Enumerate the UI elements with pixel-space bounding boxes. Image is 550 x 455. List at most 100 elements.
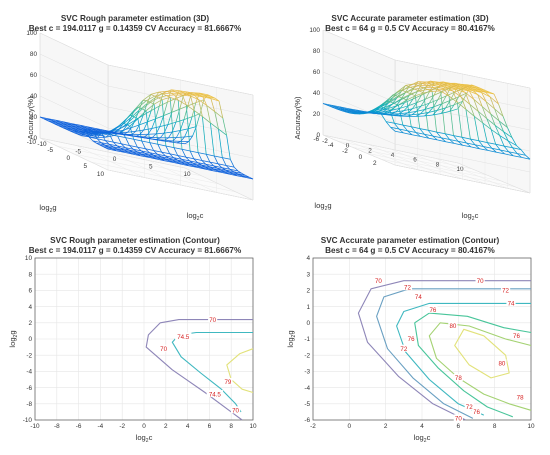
surface-segment [55, 123, 64, 127]
surface-segment [416, 105, 422, 112]
surface-segment [445, 141, 455, 144]
x-tick-label: 6 [208, 423, 212, 430]
surface-segment [206, 153, 215, 157]
surface-segment [155, 115, 164, 120]
surface-segment [416, 109, 425, 112]
contour-label-bg [206, 390, 224, 398]
surface-segment [416, 98, 426, 103]
surface-segment [391, 107, 401, 111]
surface-segment [453, 100, 463, 106]
surface-segment [478, 140, 488, 143]
y-gridline [351, 146, 487, 176]
surface-segment [403, 108, 413, 111]
y-tick-label: 3 [306, 271, 310, 278]
surface-segment [428, 137, 438, 141]
surface-segment [195, 99, 205, 104]
surface-segment [493, 93, 499, 105]
surface-segment [454, 88, 464, 93]
surface-segment [184, 163, 193, 166]
surface-segment [513, 155, 522, 158]
contour-label-bg [399, 344, 409, 352]
x-gridline [457, 88, 531, 194]
surface-segment [158, 95, 167, 99]
surface-segment [434, 82, 444, 85]
surface-segment [508, 151, 514, 156]
surface-segment [477, 94, 483, 107]
surface-segment [411, 126, 417, 133]
contour-label: 74 [415, 294, 422, 301]
surface-segment [88, 136, 94, 142]
surface-segment [191, 102, 197, 117]
surface-segment [440, 137, 446, 142]
surface-segment [126, 109, 135, 119]
surface-segment [225, 169, 234, 173]
surface-segment [132, 151, 141, 155]
contour-label: 76 [513, 333, 520, 340]
surface-segment [335, 106, 345, 110]
surface-segment [183, 105, 189, 120]
surface-segment [233, 173, 242, 176]
surface-segment [165, 155, 174, 158]
contour-label: 78 [455, 375, 462, 382]
surface-segment [193, 158, 198, 163]
surface-segment [145, 103, 155, 112]
z-tick-label: 100 [26, 30, 37, 37]
surface-segment [461, 97, 471, 105]
surface-segment [113, 141, 122, 145]
surface-segment [432, 113, 442, 116]
surface-segment [91, 131, 100, 133]
surface-segment [191, 113, 201, 118]
surface-segment [221, 167, 230, 170]
surface-segment [150, 91, 159, 95]
contour-label: 74.5 [177, 334, 190, 341]
surface-segment [473, 99, 483, 107]
x-gridline [390, 74, 463, 180]
contour-line-78 [428, 322, 532, 411]
surface-segment [452, 87, 461, 90]
contour-label: 79 [224, 379, 231, 386]
surface-segment [157, 143, 166, 147]
surface-segment [210, 122, 219, 130]
surface-segment [481, 106, 491, 115]
surface-segment [190, 95, 199, 100]
surface-segment [92, 140, 101, 143]
surface-segment [449, 104, 455, 112]
surface-segment [139, 121, 148, 126]
contour-label: 70 [375, 278, 382, 285]
surface-panel-0: SVC Rough parameter estimation (3D)Best … [26, 14, 254, 222]
chart-title: SVC Rough parameter estimation (3D) [61, 14, 210, 23]
surface-segment [504, 153, 514, 157]
surface-segment [205, 163, 214, 167]
surface-segment [339, 106, 349, 109]
surface-segment [155, 126, 161, 135]
surface-segment [175, 119, 185, 123]
surface-segment [66, 128, 75, 132]
surface-segment [494, 125, 504, 132]
surface-segment [473, 90, 482, 93]
surface-segment [128, 151, 137, 155]
chart-subtitle: Best c = 194.0117 g = 0.14359 CV Accurac… [29, 24, 242, 33]
surface-segment [387, 111, 396, 114]
surface-segment [149, 142, 158, 145]
surface-segment [428, 129, 437, 133]
surface-segment [148, 154, 157, 158]
y-tick-label: 2 [306, 288, 310, 295]
surface-segment [108, 131, 117, 134]
surface-segment [483, 146, 492, 149]
surface-segment [429, 86, 439, 92]
surface-segment [71, 127, 80, 130]
surface-segment [146, 95, 155, 101]
surface-segment [516, 153, 522, 158]
surface-segment [87, 130, 96, 133]
surface-segment [206, 105, 211, 123]
surface-segment [196, 166, 205, 170]
surface-segment [79, 128, 88, 131]
surface-segment [101, 133, 111, 136]
x-tick-label: 0 [113, 156, 117, 163]
surface-segment [402, 124, 408, 131]
surface-segment [392, 99, 401, 105]
surface-segment [237, 173, 246, 176]
surface-segment [104, 140, 110, 145]
surface-segment [437, 107, 446, 111]
surface-segment [490, 129, 500, 136]
